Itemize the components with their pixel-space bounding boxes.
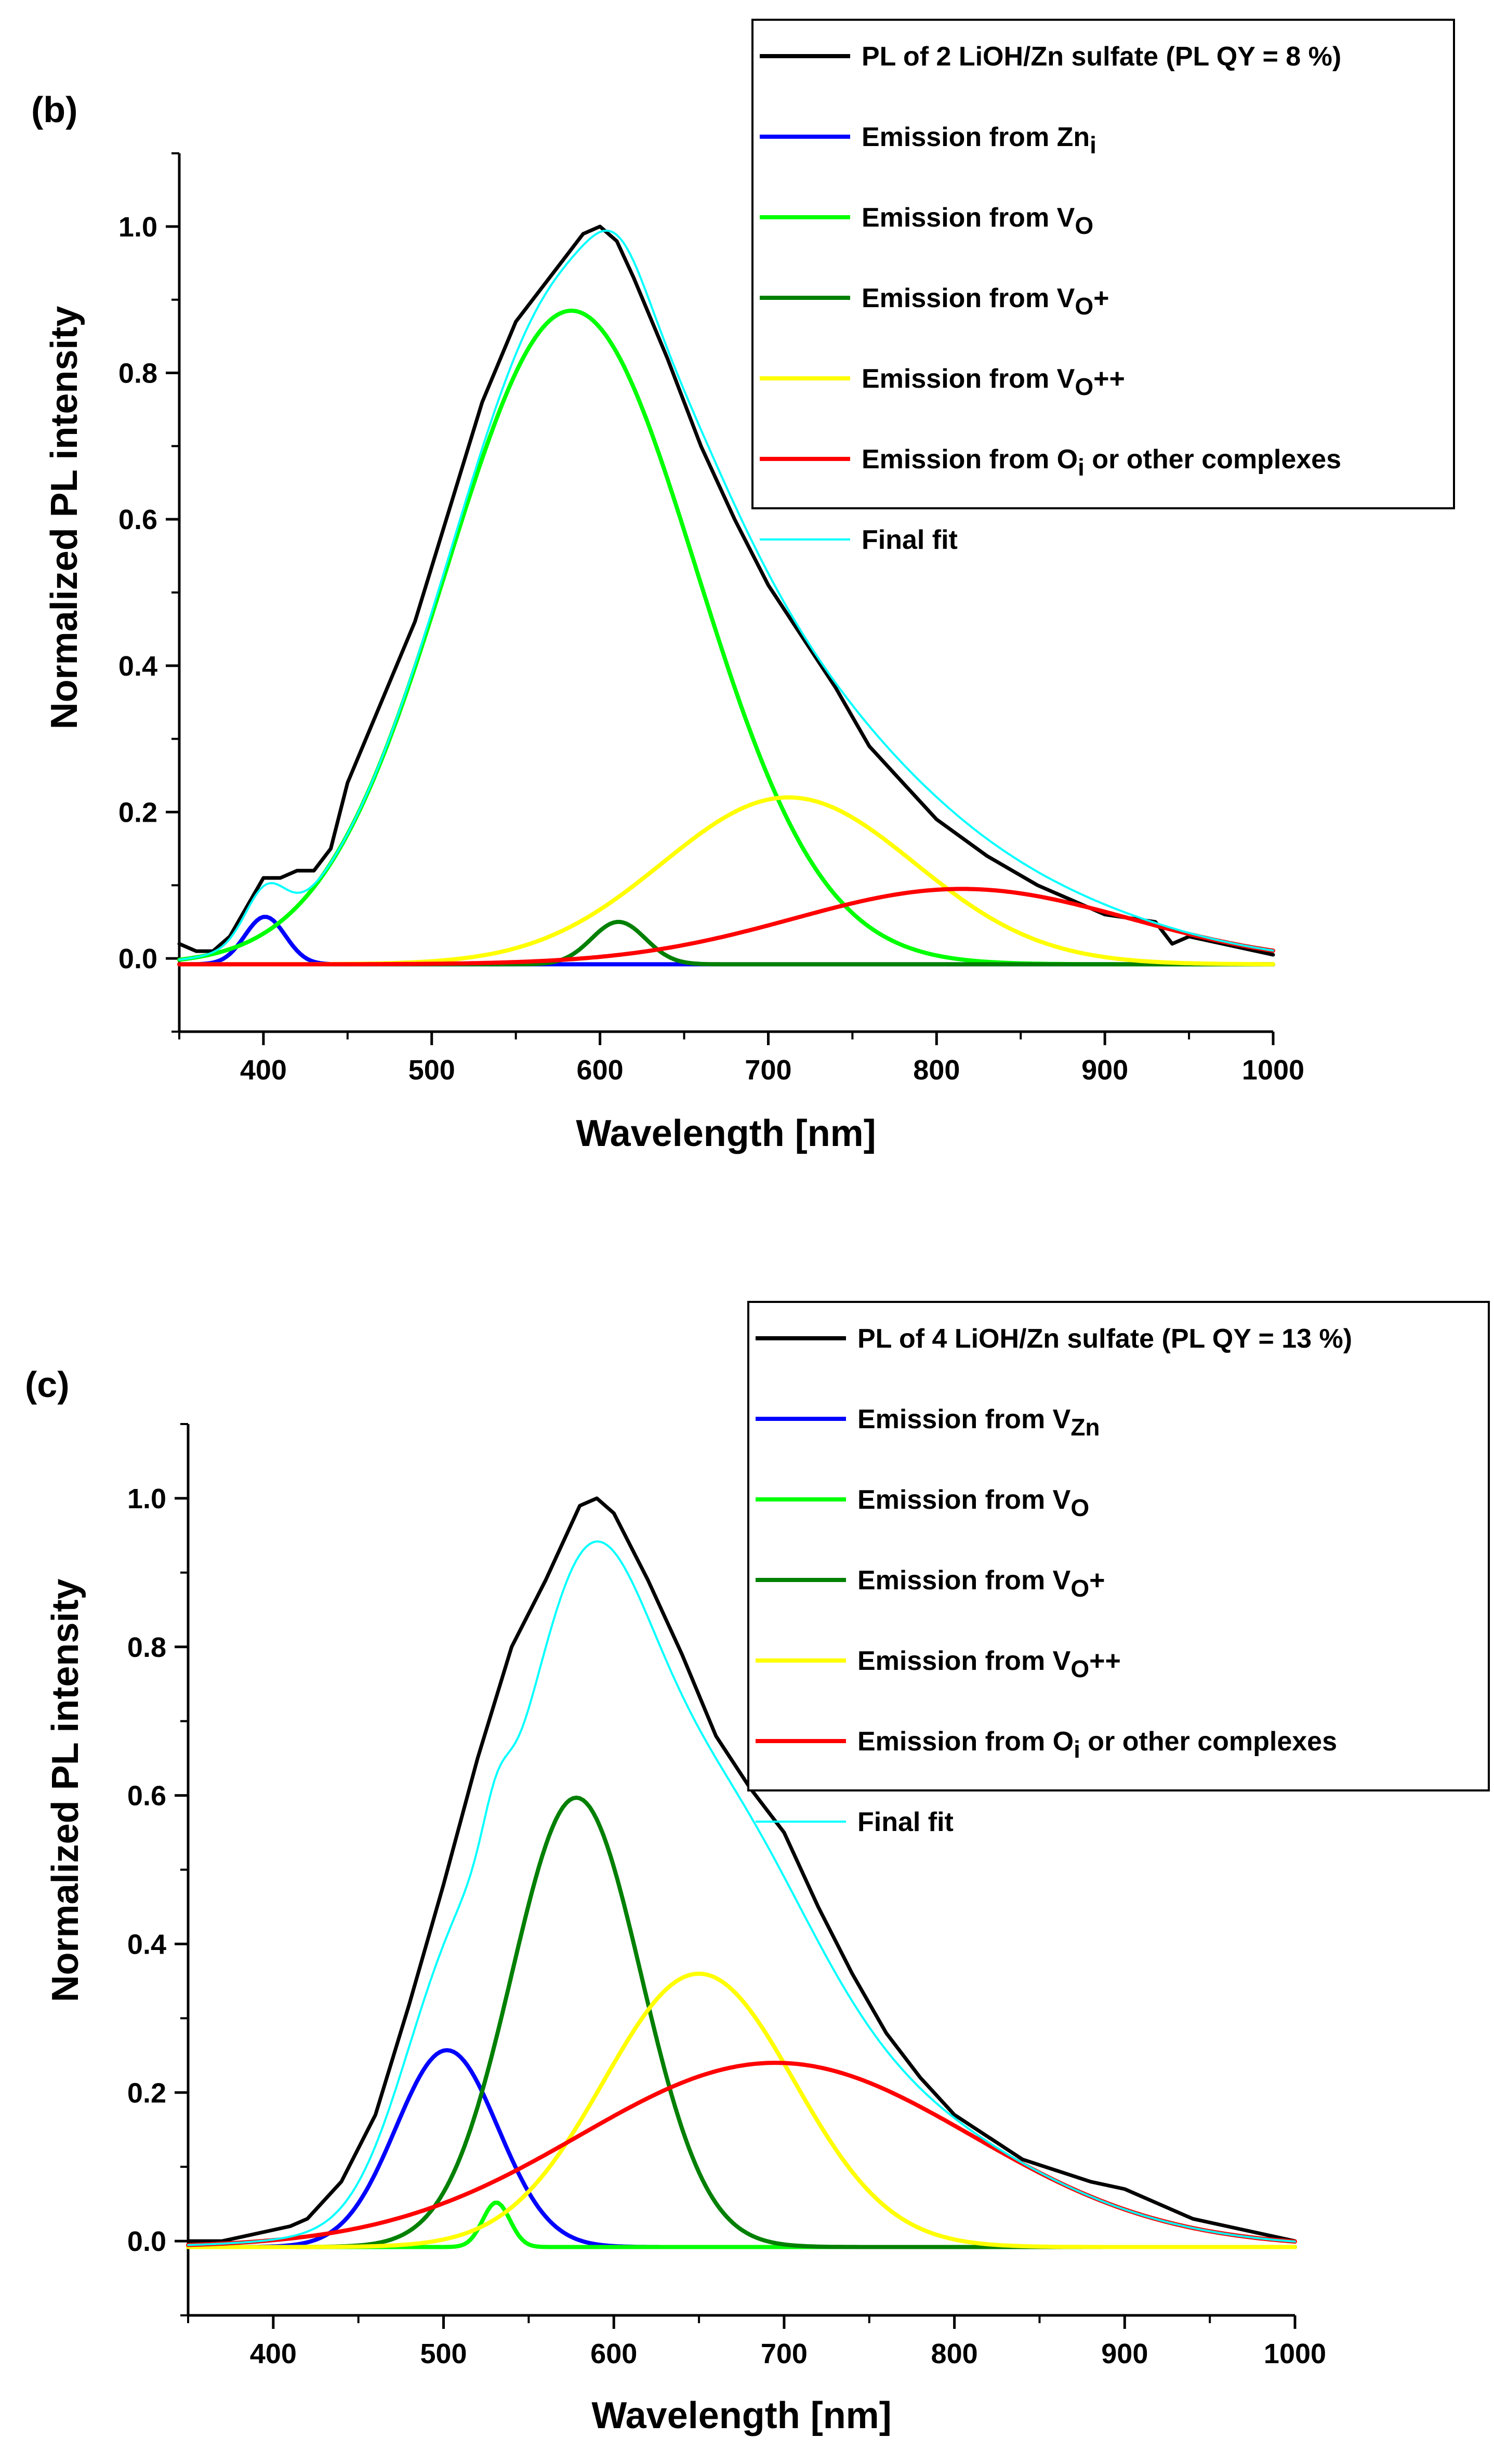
plot-area — [186, 1496, 1297, 2249]
x-tick-label: 700 — [761, 2338, 808, 2369]
legend-label: Emission from Oi or other complexes — [862, 444, 1341, 481]
x-tick-label: 500 — [408, 1055, 455, 1086]
legend-label-main: Emission from O — [857, 1727, 1074, 1757]
y-tick-label: 0.4 — [127, 1929, 166, 1960]
y-tick-label: 0.8 — [127, 1632, 166, 1663]
legend-label: Emission from VZn — [857, 1404, 1100, 1441]
plot-area — [177, 225, 1275, 967]
legend-label-subscript: i — [1078, 454, 1085, 481]
x-axis-title: Wavelength [nm] — [591, 2395, 891, 2436]
legend-label-main: Final fit — [857, 1807, 954, 1837]
axes: 400 500 600 700 800 900 1000 0.0 0.2 0.4 0.6 0.8 1.0 — [127, 1423, 1326, 2369]
legend-label-main: Emission from O — [862, 444, 1078, 475]
legend-label-subscript: Zn — [1070, 1414, 1100, 1441]
legend-label-main: Emission from V — [862, 364, 1075, 394]
legend-label-main: Emission from V — [857, 1646, 1071, 1676]
y-tick-label: 0.6 — [127, 1781, 166, 1812]
x-tick-label: 900 — [1101, 2338, 1148, 2369]
legend-label: Emission from VO — [862, 203, 1093, 239]
legend: PL of 4 LiOH/Zn sulfate (PL QY = 13 %) Em… — [747, 1301, 1490, 1837]
legend-label-main: Emission from V — [862, 283, 1075, 313]
x-tick-label: 500 — [420, 2338, 467, 2369]
x-tick-label: 1000 — [1242, 1055, 1304, 1086]
legend-label-main: Emission from Zn — [862, 122, 1090, 152]
legend-label: Final fit — [857, 1807, 954, 1837]
series-line — [186, 1971, 1297, 2249]
legend-label: PL of 4 LiOH/Zn sulfate (PL QY = 13 %) — [857, 1324, 1352, 1354]
legend-label-main: Emission from V — [862, 203, 1075, 233]
x-tick-label: 1000 — [1264, 2338, 1326, 2369]
panel-label: (b) — [31, 89, 77, 130]
x-tick-label: 900 — [1081, 1055, 1128, 1086]
series-line — [177, 225, 1275, 957]
legend: PL of 2 LiOH/Zn sulfate (PL QY = 8 %) Emi… — [751, 19, 1455, 555]
y-tick-label: 0.6 — [118, 504, 157, 535]
y-tick-label: 0.8 — [118, 358, 157, 389]
legend-label-subscript: O — [1070, 1494, 1089, 1521]
legend-label-subscript: O — [1075, 212, 1093, 239]
legend-label: PL of 2 LiOH/Zn sulfate (PL QY = 8 %) — [862, 42, 1341, 72]
legend-label-main: Emission from V — [857, 1485, 1071, 1515]
chart-panel-b: (b) Normalized PL intensity Wavelength [… — [31, 19, 1455, 1154]
axes: 400 500 600 700 800 900 1000 0.0 0.2 0.4 0.6 0.8 1.0 — [118, 152, 1304, 1086]
legend-label: Emission from Zni — [862, 122, 1096, 159]
legend-label-subscript: O — [1075, 373, 1093, 400]
x-tick-label: 800 — [913, 1055, 960, 1086]
legend-label-subscript: i — [1074, 1736, 1080, 1763]
y-tick-label: 0.0 — [127, 2226, 166, 2257]
series-line — [177, 887, 1275, 967]
legend-label-main: PL of 4 LiOH/Zn sulfate (PL QY = 13 %) — [857, 1324, 1352, 1354]
y-tick-label: 1.0 — [118, 212, 157, 243]
series-line — [186, 1496, 1297, 2243]
legend-label: Emission from VO++ — [862, 364, 1125, 400]
x-tick-label: 600 — [590, 2338, 637, 2369]
series-line — [178, 229, 1274, 961]
x-axis-title: Wavelength [nm] — [576, 1113, 876, 1154]
legend-label-suffix: or other complexes — [1085, 444, 1341, 475]
legend-label: Emission from VO++ — [857, 1646, 1121, 1682]
legend-label-subscript: O — [1070, 1575, 1089, 1602]
legend-label-suffix: ++ — [1093, 364, 1125, 394]
legend-label-main: Emission from V — [857, 1565, 1071, 1596]
legend-label-suffix: + — [1089, 1565, 1105, 1596]
y-tick-label: 0.2 — [127, 2077, 166, 2109]
y-axis-title: Normalized PL intensity — [45, 1579, 86, 2002]
legend-label: Final fit — [862, 525, 958, 555]
legend-label: Emission from VO+ — [862, 283, 1109, 320]
x-tick-label: 800 — [931, 2338, 978, 2369]
x-tick-label: 700 — [745, 1055, 791, 1086]
legend-label-main: PL of 2 LiOH/Zn sulfate (PL QY = 8 %) — [862, 42, 1341, 72]
legend-label-subscript: i — [1090, 131, 1096, 159]
legend-label-subscript: O — [1075, 293, 1093, 320]
chart-panel-c: (c) Normalized PL intensity Wavelength [… — [25, 1301, 1490, 2436]
y-tick-label: 0.0 — [118, 943, 157, 974]
x-tick-label: 400 — [250, 2338, 297, 2369]
legend-label-suffix: ++ — [1089, 1646, 1121, 1676]
legend-label-suffix: + — [1093, 283, 1109, 313]
legend-box — [747, 1301, 1490, 1791]
x-tick-label: 600 — [577, 1055, 624, 1086]
legend-label: Emission from VO — [857, 1485, 1089, 1521]
legend-label: Emission from Oi or other complexes — [857, 1727, 1337, 1763]
y-axis-title: Normalized PL intensity — [44, 306, 85, 730]
x-tick-label: 400 — [240, 1055, 287, 1086]
legend-label-main: Final fit — [862, 525, 958, 555]
series-line — [187, 1540, 1296, 2246]
legend-box — [751, 19, 1455, 509]
legend-label-suffix: or other complexes — [1080, 1727, 1337, 1757]
legend-label: Emission from VO+ — [857, 1565, 1105, 1602]
y-tick-label: 0.4 — [118, 651, 157, 682]
y-tick-label: 1.0 — [127, 1483, 166, 1514]
panel-label: (c) — [25, 1364, 70, 1405]
legend-label-subscript: O — [1070, 1655, 1089, 1682]
y-tick-label: 0.2 — [118, 797, 157, 828]
legend-label-main: Emission from V — [857, 1404, 1071, 1434]
